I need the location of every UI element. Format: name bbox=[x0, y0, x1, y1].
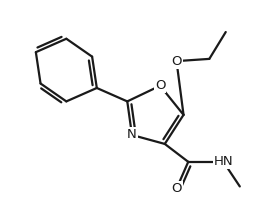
Text: O: O bbox=[171, 55, 182, 68]
Text: HN: HN bbox=[214, 155, 233, 168]
Text: O: O bbox=[155, 79, 165, 92]
Text: N: N bbox=[127, 128, 137, 141]
Text: O: O bbox=[171, 182, 182, 195]
